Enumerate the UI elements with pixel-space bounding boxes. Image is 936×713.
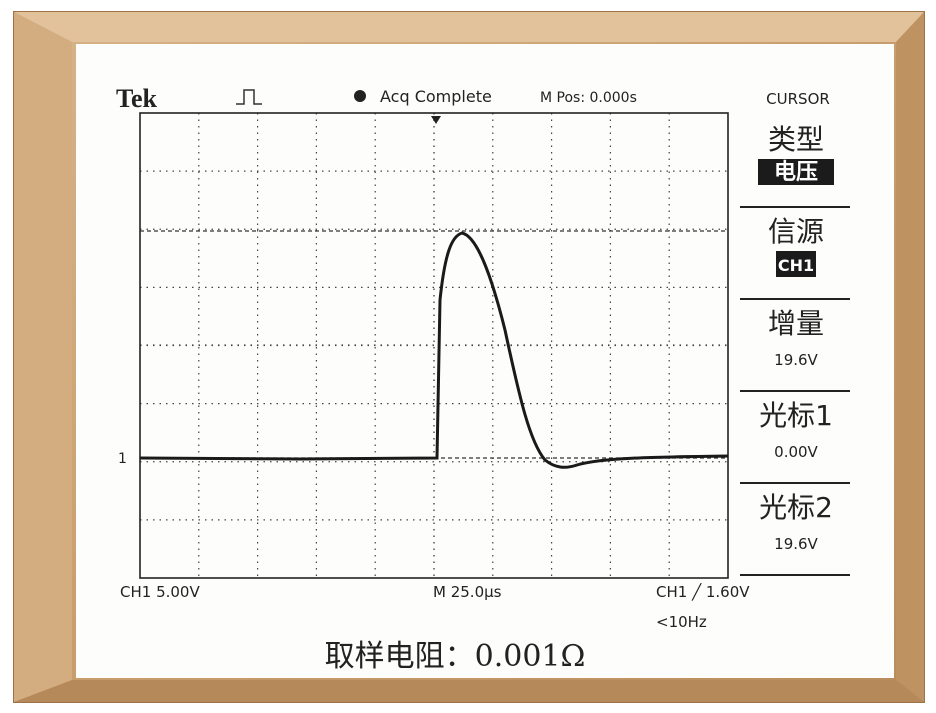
menu-label: 光标2 (759, 491, 833, 524)
timebase: M 25.0µs (433, 583, 502, 601)
frame-bottom (14, 680, 924, 702)
menu-label: 类型 (768, 123, 824, 156)
page: {"header": {"brand": "Tek", "status": "A… (0, 0, 936, 709)
menu-label: 光标1 (759, 399, 833, 432)
screenshot: 1 Tek Acq Complete M Pos: 0.000s CURSOR … (0, 0, 936, 709)
menu-value: CH1 (778, 256, 814, 275)
menu-label: 增量 (768, 307, 824, 340)
frame-top (14, 12, 924, 42)
menu-title: CURSOR (766, 90, 830, 108)
run-indicator (354, 90, 366, 102)
status: Acq Complete (380, 87, 492, 106)
menu-value: 0.00V (774, 443, 818, 461)
caption: 取样电阻：0.001Ω (325, 639, 586, 674)
frequency: <10Hz (656, 613, 707, 631)
brand: Tek (116, 84, 157, 113)
frame-left (14, 12, 72, 702)
ground-marker: 1 (118, 451, 127, 467)
menu-value: 19.6V (774, 535, 818, 553)
channel-scale: CH1 5.00V (120, 583, 200, 601)
frame-right (896, 12, 924, 702)
menu-label: 信源 (768, 215, 824, 248)
trigger: CH1 ╱ 1.60V (656, 583, 750, 601)
menu-value: 19.6V (774, 351, 818, 369)
position: M Pos: 0.000s (540, 90, 637, 106)
menu-value: 电压 (774, 160, 818, 185)
